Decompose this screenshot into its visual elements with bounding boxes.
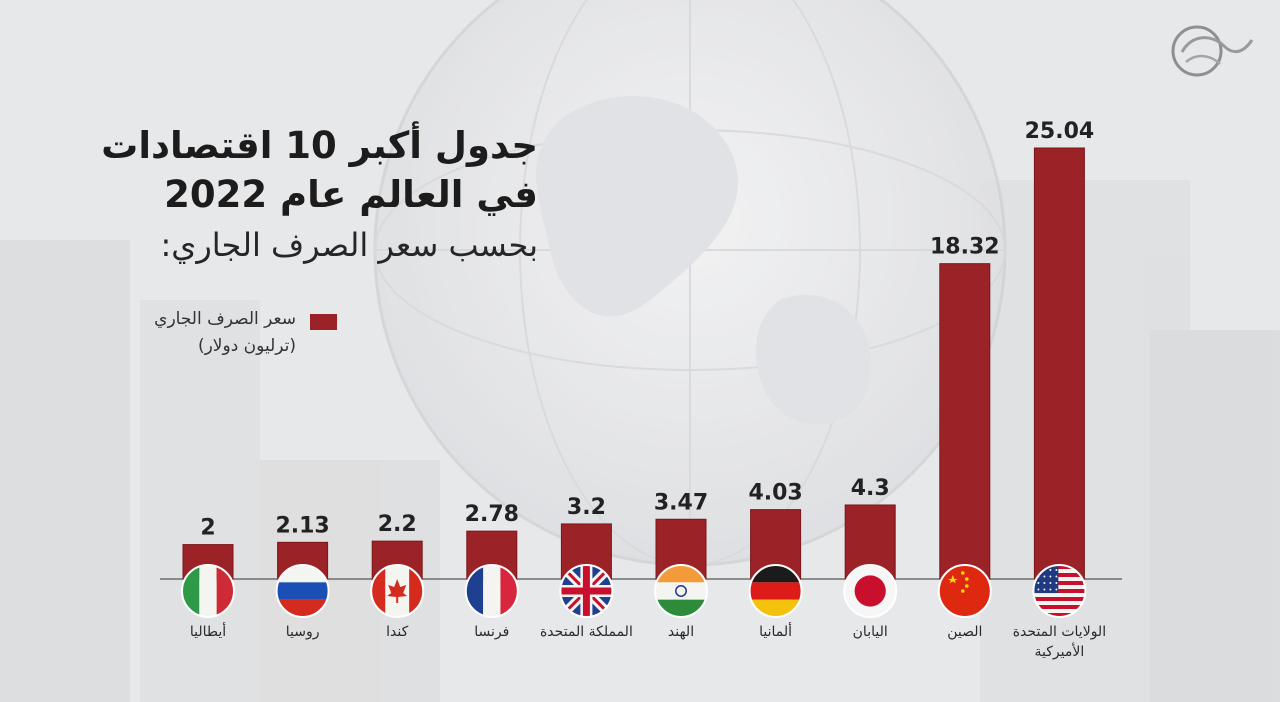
legend-unit: (ترليون دولار) [197,336,296,356]
legend-label: سعر الصرف الجاري [154,309,296,329]
category-label: أيطاليا [190,622,226,640]
china-flag-icon [937,564,992,618]
coin-stacks [0,180,1280,702]
data-label: 18.32 [930,235,1000,260]
category-label: الولايات المتحدة [1013,624,1106,640]
russia-flag-icon [275,564,330,618]
bar [1033,147,1085,580]
category-label: فرنسا [474,624,509,640]
category-label: الصين [947,624,982,640]
data-label: 25.04 [1025,119,1095,144]
category-label: المملكة المتحدة [540,624,633,640]
chart-title-line-1: جدول أكبر 10 اقتصادات [101,124,538,167]
category-label: اليابان [853,624,888,640]
usa-flag-icon [1032,564,1087,618]
germany-flag-icon [748,564,803,618]
data-label: 2 [200,516,215,541]
india-flag-icon [654,564,708,618]
category-label: ألمانيا [759,622,792,640]
category-label: كندا [386,624,408,640]
data-label: 4.03 [748,481,802,506]
uk-flag-icon [559,564,614,618]
data-label: 2.78 [465,502,519,527]
chart-subtitle: بحسب سعر الصرف الجاري: [160,226,539,264]
canada-flag-icon [370,564,425,618]
data-label: 3.2 [567,495,606,520]
italy-flag-icon [181,564,235,618]
brand-logo [1171,25,1254,77]
globe-illustration [373,0,1007,567]
bar [939,263,991,580]
data-label: 4.3 [851,476,890,501]
france-flag-icon [464,564,519,618]
chart-title-line-2: في العالم عام 2022 [164,173,538,216]
japan-flag-icon [843,564,898,618]
data-label: 3.47 [654,490,708,515]
category-label: روسيا [286,624,320,640]
data-label: 2.13 [275,513,329,538]
category-label: الهند [668,624,694,640]
data-label: 2.2 [378,512,417,537]
legend-swatch [310,314,337,330]
category-label: الأميركية [1035,642,1085,660]
